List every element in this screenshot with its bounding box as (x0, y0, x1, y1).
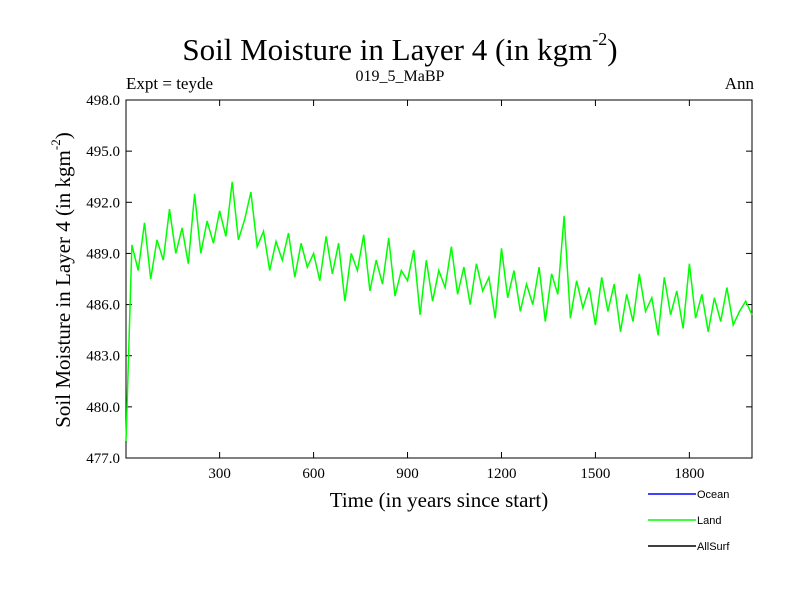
y-tick-label: 492.0 (86, 195, 120, 211)
x-tick-label: 300 (208, 466, 231, 482)
y-tick-label: 498.0 (86, 93, 120, 109)
x-tick-label: 1800 (674, 466, 704, 482)
x-axis-label: Time (in years since start) (329, 488, 549, 512)
series-line-land (125, 181, 753, 442)
period-label: Ann (724, 74, 754, 93)
chart-title: Soil Moisture in Layer 4 (in kgm-2) (182, 28, 618, 67)
legend-label-ocean: Ocean (697, 489, 729, 501)
legend: Ocean Land AllSurf (648, 489, 730, 553)
y-axis: 477.0 480.0 483.0 486.0 489.0 492.0 495.0 498.0 (86, 93, 752, 467)
y-tick-label: 486.0 (86, 298, 120, 314)
y-tick-label: 480.0 (86, 400, 120, 416)
x-axis: 300 600 900 1200 1500 1800 (208, 100, 704, 482)
x-tick-label: 600 (302, 466, 325, 482)
y-axis-label: Soil Moisture in Layer 4 (in kgm-2) (48, 132, 75, 428)
experiment-label: Expt = teyde (126, 74, 214, 93)
y-tick-label: 489.0 (86, 246, 120, 262)
plot-frame (125, 99, 753, 459)
x-tick-label: 900 (396, 466, 419, 482)
x-tick-label: 1500 (580, 466, 610, 482)
y-tick-label: 495.0 (86, 144, 120, 160)
run-id-label: 019_5_MaBP (355, 68, 445, 85)
legend-label-land: Land (697, 515, 721, 527)
x-tick-label: 1200 (486, 466, 516, 482)
y-tick-label: 483.0 (86, 349, 120, 365)
legend-label-allsurf: AllSurf (697, 541, 730, 553)
y-tick-label: 477.0 (86, 451, 120, 467)
